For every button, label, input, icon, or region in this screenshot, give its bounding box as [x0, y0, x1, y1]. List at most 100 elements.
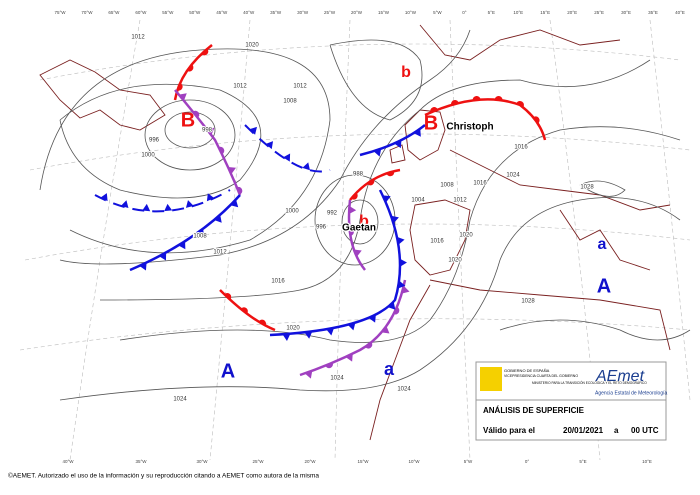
isobar-label: 1020	[286, 326, 300, 332]
front-triangle	[164, 203, 173, 212]
isobar-label: 1028	[580, 185, 594, 191]
longitude-label: 40°E	[675, 10, 685, 15]
front-symbol	[159, 252, 167, 261]
longitude-label: 55°W	[162, 10, 174, 15]
front-semicircle	[451, 100, 459, 106]
front-symbol	[325, 362, 334, 369]
front-triangle	[100, 193, 108, 202]
front-triangle	[382, 195, 391, 203]
front-triangle	[230, 199, 239, 208]
longitude-label: 40°W	[243, 10, 255, 15]
pressure-center: b	[401, 64, 411, 81]
front-symbol	[304, 331, 313, 339]
isobar-label: 1016	[514, 145, 528, 151]
longitude-label: 35°W	[270, 10, 282, 15]
front-symbol	[187, 64, 194, 72]
front-triangle	[387, 301, 396, 310]
longitude-label: 0°	[462, 10, 467, 15]
front-symbol	[258, 319, 266, 326]
front-symbol	[386, 171, 395, 177]
front-symbol	[178, 93, 187, 101]
front-symbol	[516, 101, 524, 108]
front-symbol	[397, 280, 406, 289]
longitude-label: 15°W	[357, 459, 369, 464]
storm-name: Christoph	[446, 122, 493, 133]
front-triangle	[142, 203, 151, 212]
front-symbol	[206, 193, 215, 202]
longitude-label: 15°E	[540, 10, 550, 15]
front-semicircle	[430, 107, 438, 113]
front-symbol	[249, 126, 257, 135]
front-symbol	[265, 141, 274, 150]
isobar-label: 1024	[330, 376, 344, 382]
front-semicircle	[224, 292, 232, 300]
front-triangle	[302, 162, 310, 171]
longitude-label: 10°E	[642, 459, 652, 464]
front-symbol	[164, 203, 173, 212]
cold-front	[269, 189, 402, 337]
isobar-label: 1008	[440, 183, 454, 189]
storm-name: Gaetan	[342, 223, 376, 234]
longitude-label: 45°W	[216, 10, 228, 15]
front-triangle	[345, 353, 353, 362]
isobar-label: 998	[202, 128, 213, 134]
isobar-label: 996	[316, 225, 327, 231]
longitude-label: 30°W	[297, 10, 309, 15]
front-symbol	[218, 146, 225, 155]
front-symbol	[326, 327, 335, 336]
front-triangle	[368, 314, 376, 323]
front-triangle	[206, 193, 215, 202]
longitude-label: 10°W	[408, 459, 420, 464]
front-triangle	[139, 262, 147, 271]
pressure-center: a	[384, 359, 395, 379]
front-symbol	[178, 241, 186, 250]
longitude-label: 25°W	[324, 10, 336, 15]
vice: VICEPRESIDENCIA CUARTA DEL GOBIERNO	[504, 374, 578, 378]
front-triangle	[391, 215, 399, 224]
longitude-label: 35°W	[135, 459, 147, 464]
front-semicircle	[325, 362, 334, 369]
front-symbol	[196, 228, 205, 237]
front-triangle	[347, 322, 356, 331]
longitude-label: 35°E	[648, 10, 658, 15]
occluded-front	[174, 89, 242, 196]
isobar-label: 1016	[271, 279, 285, 285]
front-triangle	[178, 93, 187, 101]
longitude-label: 0°	[525, 459, 530, 464]
occluded-front	[299, 279, 407, 377]
longitude-label: 15°W	[378, 10, 390, 15]
isobar-label: 1016	[430, 239, 444, 245]
front-symbol	[353, 249, 362, 257]
front-semicircle	[386, 171, 395, 177]
isobar-label: 1004	[411, 198, 425, 204]
front-symbol	[382, 195, 391, 203]
front-symbol	[224, 292, 232, 300]
isobar-label: 1028	[521, 299, 535, 305]
front-triangle	[326, 327, 335, 336]
front-symbol	[413, 128, 421, 137]
front-symbol	[139, 262, 147, 271]
isobar-label: 1012	[453, 198, 467, 204]
front-symbol	[381, 326, 390, 334]
front-triangle	[304, 370, 313, 379]
front-symbol	[240, 307, 248, 314]
front-semicircle	[533, 116, 540, 124]
front-triangle	[283, 153, 291, 162]
isobar-label: 1024	[506, 173, 520, 179]
front-triangle	[249, 126, 257, 135]
warm-front	[424, 98, 547, 141]
front-triangle	[265, 141, 274, 150]
valid-connector: a	[614, 426, 619, 435]
front-triangle	[282, 333, 291, 341]
front-semicircle	[258, 319, 266, 326]
front-symbol	[206, 127, 215, 136]
longitude-label: 70°W	[81, 10, 93, 15]
longitude-label: 25°E	[594, 10, 604, 15]
front-symbol	[368, 314, 376, 323]
coat-of-arms	[480, 367, 502, 391]
front-symbol	[401, 285, 410, 294]
longitude-label: 20°W	[351, 10, 363, 15]
front-semicircle	[236, 186, 243, 195]
longitude-label: 30°W	[196, 459, 208, 464]
front-triangle	[206, 127, 215, 136]
